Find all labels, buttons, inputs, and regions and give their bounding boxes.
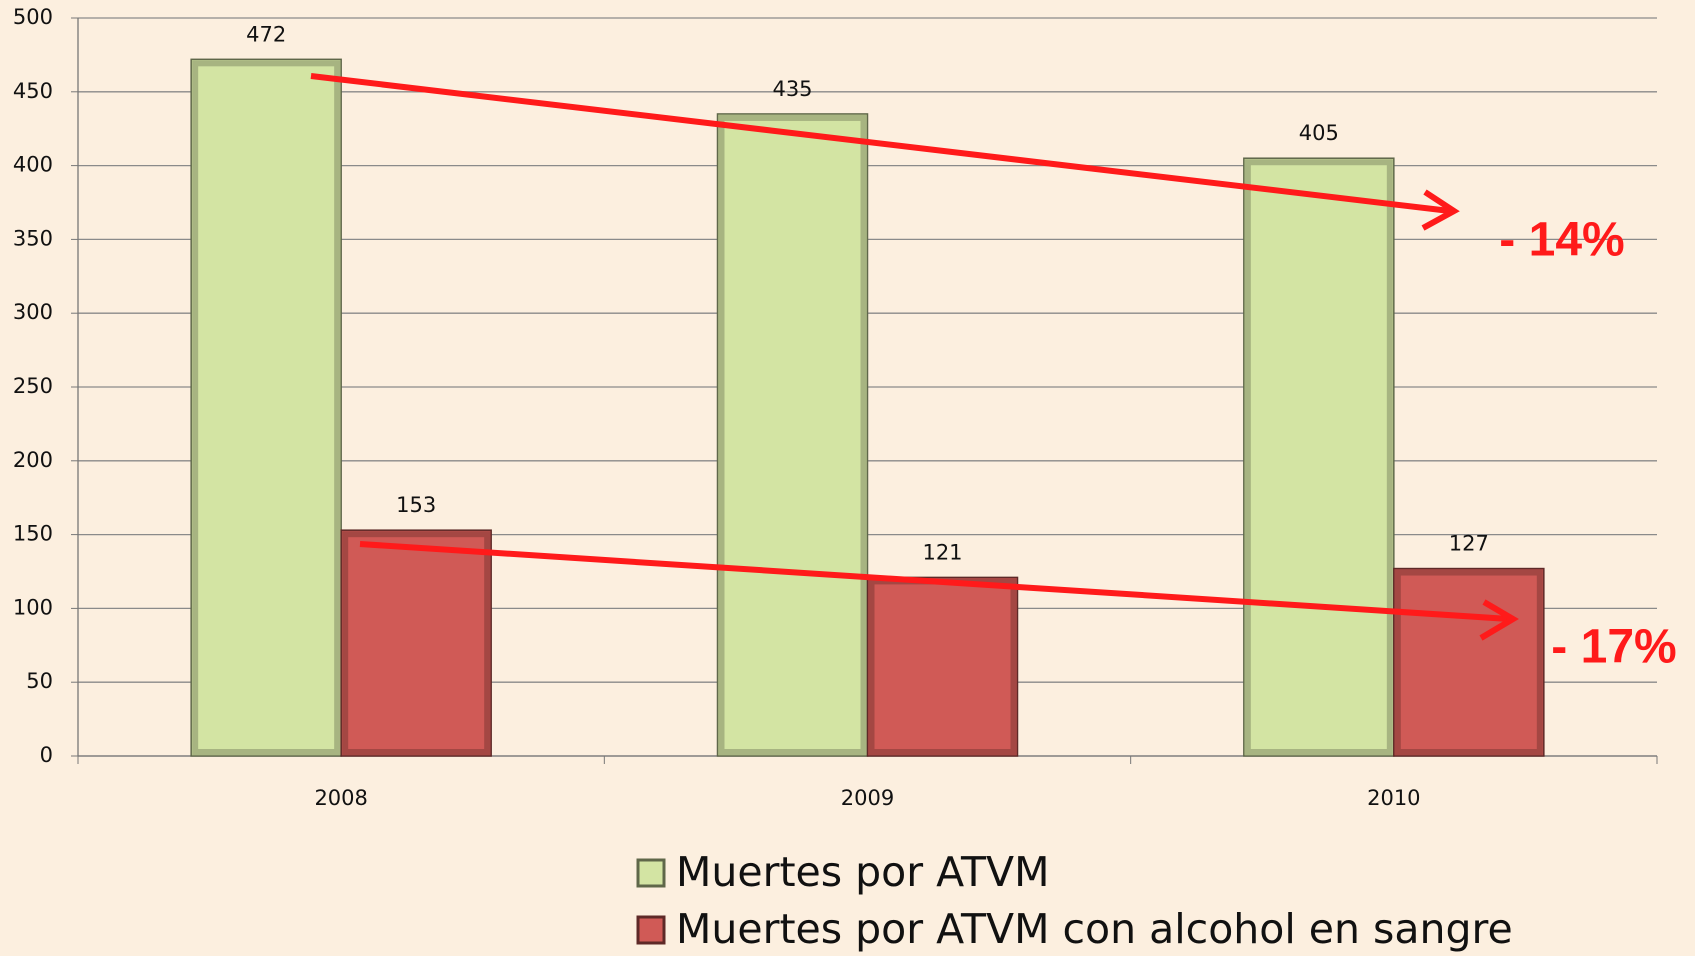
data-label: 405 (1299, 121, 1339, 145)
bar (716, 113, 869, 757)
arrow-head (1421, 189, 1460, 231)
legend-swatch (636, 858, 666, 888)
y-tick-label: 250 (13, 374, 53, 398)
annotation: - 14% (1499, 214, 1624, 267)
data-label: 121 (922, 540, 962, 564)
x-tick-label: 2009 (841, 786, 894, 810)
bar-bevel (718, 114, 867, 755)
bar (1393, 567, 1545, 757)
annotation: - 17% (1551, 621, 1676, 674)
y-tick-label: 450 (13, 79, 53, 103)
bar-bevel (1394, 569, 1543, 755)
trend-arrow (359, 541, 1510, 622)
legend-swatch (636, 915, 666, 945)
legend-label: Muertes por ATVM (676, 848, 1049, 896)
y-tick-label: 150 (13, 522, 53, 546)
arrow-head (1479, 599, 1519, 641)
bar (866, 576, 1019, 757)
bar-bevel (1244, 159, 1393, 756)
data-label: 472 (246, 22, 286, 46)
x-tick-label: 2008 (314, 786, 367, 810)
bar (1243, 157, 1395, 757)
legend-label: Muertes por ATVM con alcohol en sangre (676, 905, 1513, 953)
y-tick-label: 200 (13, 448, 53, 472)
bar (340, 529, 492, 757)
y-tick-label: 50 (26, 669, 53, 693)
bar-bevel (342, 531, 491, 755)
x-tick-label: 2010 (1367, 786, 1420, 810)
bar-bevel (192, 60, 341, 755)
trend-arrow (310, 73, 1451, 214)
y-tick-label: 400 (13, 153, 53, 177)
plot: 0 50 100 150 200 250 300 350 400 450 500 2008 472 153… (13, 5, 1658, 810)
data-label: 153 (396, 493, 436, 517)
y-tick-label: 0 (40, 743, 53, 767)
data-label: 127 (1449, 532, 1489, 556)
trend-arrows (310, 73, 1519, 641)
bar (190, 58, 342, 757)
y-tick-label: 500 (13, 5, 53, 29)
data-label: 435 (772, 77, 812, 101)
y-tick-label: 100 (13, 595, 53, 619)
y-tick-label: 300 (13, 300, 53, 324)
y-tick-label: 350 (13, 226, 53, 250)
